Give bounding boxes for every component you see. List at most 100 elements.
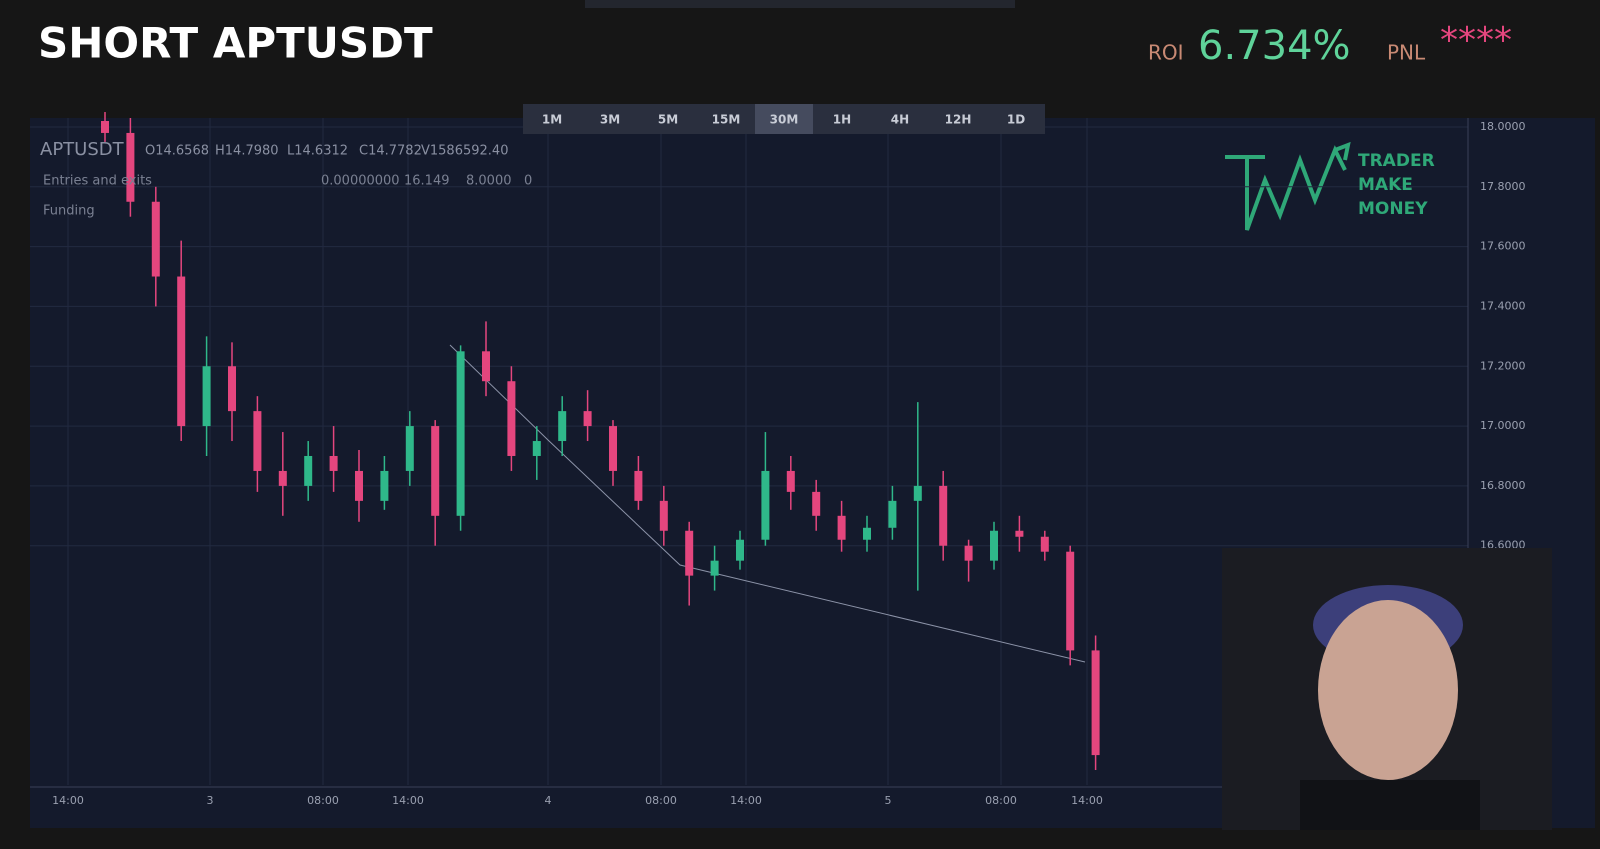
timeframe-button[interactable] bbox=[929, 104, 987, 134]
candle-body bbox=[685, 530, 694, 576]
candle-body bbox=[380, 470, 389, 501]
x-tick-label: 14:00 bbox=[392, 794, 424, 807]
candle-body bbox=[736, 539, 744, 561]
indicator-name: Entries and exits bbox=[43, 174, 152, 189]
logo-text: MAKE bbox=[1358, 175, 1413, 195]
indicator-name: Funding bbox=[43, 204, 95, 219]
candle-body bbox=[431, 426, 440, 516]
candle-body bbox=[913, 485, 922, 501]
indicator-value: 8.0000 bbox=[466, 174, 512, 189]
top-bar bbox=[585, 0, 1015, 8]
x-tick-label: 08:00 bbox=[307, 794, 339, 807]
candle-body bbox=[609, 426, 617, 471]
candle-body bbox=[634, 470, 643, 501]
timeframe-button[interactable] bbox=[813, 104, 871, 134]
candle-body bbox=[278, 470, 287, 486]
candle-body bbox=[939, 485, 948, 546]
timeframe-button[interactable] bbox=[523, 104, 581, 134]
y-tick-label: 16.8000 bbox=[1480, 479, 1526, 492]
face bbox=[1318, 600, 1458, 780]
plot: 16.600016.800017.000017.200017.400017.60… bbox=[30, 112, 1526, 828]
x-tick-label: 5 bbox=[885, 794, 892, 807]
x-tick-label: 14:00 bbox=[730, 794, 762, 807]
roi-label: ROI bbox=[1148, 41, 1184, 65]
logo-text: MONEY bbox=[1358, 199, 1428, 219]
y-tick-label: 18.0000 bbox=[1480, 120, 1526, 133]
shoulders bbox=[1300, 780, 1480, 830]
timeframe-label[interactable]: 5M bbox=[658, 113, 678, 127]
y-tick-label: 17.6000 bbox=[1480, 240, 1526, 253]
timeframe-label[interactable]: 3M bbox=[600, 113, 620, 127]
ohlc-legend: O14.6568 bbox=[145, 144, 209, 159]
timeframe-button[interactable] bbox=[755, 104, 813, 134]
candle-body bbox=[812, 491, 821, 516]
timeframe-button[interactable] bbox=[987, 104, 1045, 134]
candle-body bbox=[888, 500, 897, 528]
timeframe-button[interactable] bbox=[581, 104, 639, 134]
x-tick-label: 14:00 bbox=[52, 794, 84, 807]
timeframe-label[interactable]: 1H bbox=[833, 113, 851, 127]
indicator-value: 0 bbox=[524, 174, 532, 189]
candle-body bbox=[329, 455, 338, 471]
candle-body bbox=[583, 411, 592, 427]
pnl-label: PNL bbox=[1387, 41, 1426, 65]
candle-body bbox=[405, 426, 414, 471]
candle-body bbox=[253, 411, 262, 471]
candle-body bbox=[507, 381, 516, 456]
candle-body bbox=[304, 455, 313, 486]
timeframe-label[interactable]: 12H bbox=[945, 113, 972, 127]
candle-body bbox=[1066, 551, 1075, 651]
ohlc-legend: L14.6312 bbox=[287, 144, 348, 159]
candle-body bbox=[202, 366, 211, 427]
x-tick-label: 4 bbox=[545, 794, 552, 807]
logo-text: TRADER bbox=[1358, 151, 1435, 171]
ohlc-legend: V1586592.40 bbox=[421, 144, 508, 159]
x-tick-label: 3 bbox=[207, 794, 214, 807]
webcam bbox=[1222, 548, 1552, 830]
roi-value: 6.734% bbox=[1198, 23, 1351, 69]
candle-body bbox=[710, 560, 719, 576]
indicator-value: 0.00000000 bbox=[321, 174, 400, 189]
candle-body bbox=[177, 276, 186, 427]
title: SHORT APTUSDT bbox=[38, 19, 433, 68]
y-tick-label: 17.2000 bbox=[1480, 359, 1526, 372]
timeframe-label[interactable]: 4H bbox=[891, 113, 909, 127]
timeframe-label[interactable]: 15M bbox=[712, 113, 741, 127]
y-tick-label: 17.4000 bbox=[1480, 299, 1526, 312]
y-tick-label: 17.8000 bbox=[1480, 180, 1526, 193]
timeframe-label[interactable]: 1M bbox=[542, 113, 562, 127]
trend-line bbox=[449, 344, 1086, 663]
candle-body bbox=[761, 470, 770, 540]
candle-body bbox=[101, 120, 109, 133]
candle-body bbox=[126, 132, 135, 202]
symbol: APTUSDT bbox=[40, 139, 125, 160]
timeframe-button[interactable] bbox=[697, 104, 755, 134]
candle-body bbox=[964, 545, 973, 561]
timeframe-button[interactable] bbox=[639, 104, 697, 134]
timeframe-button[interactable] bbox=[871, 104, 929, 134]
y-tick-label: 17.0000 bbox=[1480, 419, 1526, 432]
x-tick-label: 08:00 bbox=[645, 794, 677, 807]
candle-body bbox=[990, 530, 998, 561]
logo-mark bbox=[1225, 141, 1351, 231]
candle-body bbox=[558, 411, 567, 442]
candle-body bbox=[863, 527, 871, 540]
indicator-value: 16.149 bbox=[404, 174, 450, 189]
pnl-value: **** bbox=[1440, 20, 1512, 61]
candle-body bbox=[482, 351, 490, 382]
candle-body bbox=[532, 441, 541, 456]
candle-body bbox=[228, 366, 236, 412]
candle-body bbox=[151, 201, 160, 277]
timeframe-label[interactable]: 30M bbox=[770, 113, 799, 127]
candle-body bbox=[786, 470, 795, 492]
timeframe-label[interactable]: 1D bbox=[1007, 113, 1025, 127]
ohlc-legend: H14.7980 bbox=[215, 144, 279, 159]
candle-body bbox=[355, 470, 363, 501]
ohlc-legend: C14.7782 bbox=[359, 144, 422, 159]
candle-body bbox=[1091, 650, 1100, 756]
candle-body bbox=[456, 351, 465, 516]
candle-body bbox=[1015, 530, 1024, 537]
candle-body bbox=[1040, 536, 1049, 552]
candle-body bbox=[659, 500, 668, 531]
